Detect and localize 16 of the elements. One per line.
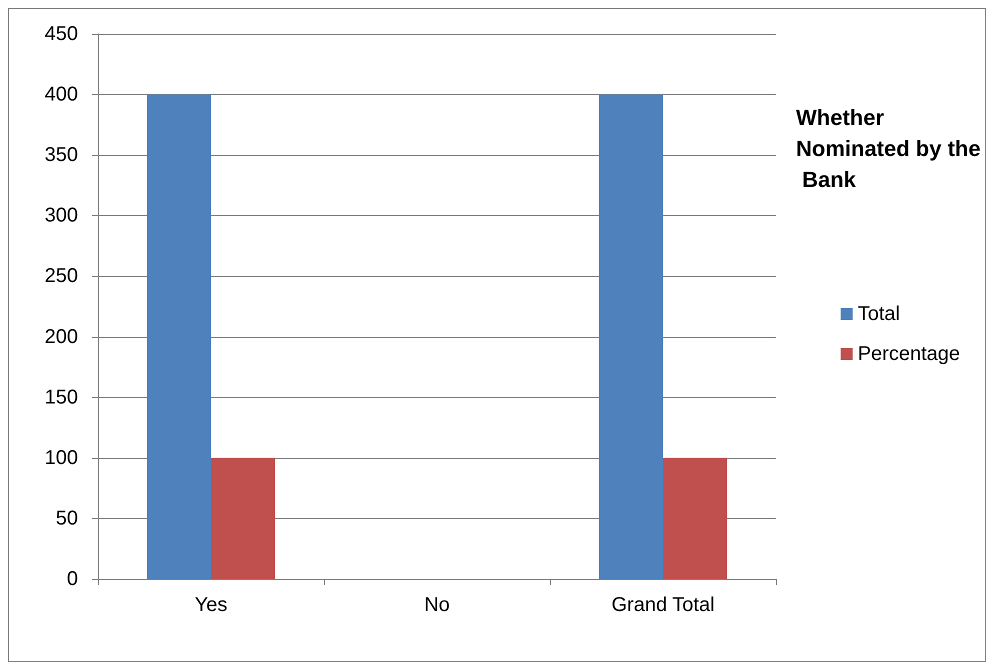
- y-tick-label: 400: [44, 84, 78, 106]
- y-tick-label: 100: [44, 446, 78, 469]
- y-tick-label: 250: [44, 265, 78, 288]
- y-tick-label: 300: [44, 204, 78, 227]
- legend-label: Total: [858, 303, 900, 325]
- x-tick-label: Grand Total: [611, 594, 715, 616]
- y-tick-label: 50: [56, 507, 78, 530]
- y-tick-label: 150: [44, 386, 78, 408]
- x-tick-label: No: [424, 594, 450, 616]
- y-tick-label: 0: [66, 568, 78, 590]
- y-tick-label: 450: [44, 23, 78, 45]
- y-tick-label: 350: [44, 144, 78, 166]
- legend-label: Percentage: [858, 343, 960, 365]
- x-tick-label: Yes: [194, 594, 228, 616]
- y-tick-label: 200: [44, 326, 78, 348]
- legend-title: Whether Nominated by the Bank: [796, 105, 981, 192]
